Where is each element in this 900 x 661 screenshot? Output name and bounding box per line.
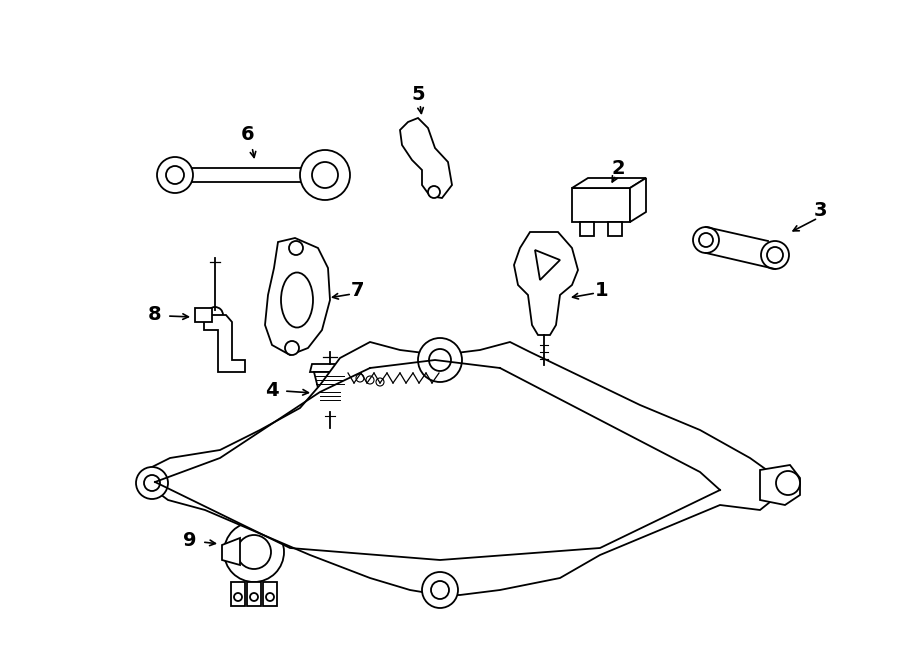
Circle shape [428, 186, 440, 198]
Polygon shape [760, 465, 800, 505]
Text: 5: 5 [411, 85, 425, 104]
Polygon shape [314, 372, 346, 388]
Circle shape [767, 247, 783, 263]
Circle shape [429, 349, 451, 371]
Circle shape [166, 166, 184, 184]
Circle shape [376, 378, 384, 386]
Polygon shape [265, 238, 330, 355]
Text: 8: 8 [148, 305, 162, 325]
Ellipse shape [281, 272, 313, 327]
Polygon shape [247, 582, 261, 606]
Circle shape [234, 593, 242, 601]
Text: 1: 1 [595, 280, 608, 299]
Circle shape [312, 162, 338, 188]
Polygon shape [580, 222, 594, 236]
Text: 2: 2 [611, 159, 625, 178]
Polygon shape [316, 404, 344, 412]
Polygon shape [318, 388, 342, 404]
Circle shape [237, 535, 271, 569]
Polygon shape [148, 342, 778, 595]
Polygon shape [400, 118, 452, 198]
Circle shape [285, 341, 299, 355]
Circle shape [250, 593, 258, 601]
Circle shape [144, 475, 160, 491]
Circle shape [693, 227, 719, 253]
Polygon shape [572, 178, 646, 188]
Circle shape [207, 307, 223, 323]
Circle shape [300, 150, 350, 200]
Circle shape [356, 374, 364, 382]
Polygon shape [231, 582, 245, 606]
Circle shape [418, 338, 462, 382]
Text: 4: 4 [266, 381, 279, 399]
Polygon shape [222, 538, 240, 565]
Polygon shape [204, 315, 245, 372]
Text: 9: 9 [184, 531, 197, 549]
Text: 6: 6 [241, 126, 255, 145]
Polygon shape [608, 222, 622, 236]
Circle shape [224, 522, 284, 582]
Text: 3: 3 [814, 200, 827, 219]
Polygon shape [514, 232, 578, 335]
Circle shape [266, 593, 274, 601]
Circle shape [776, 471, 800, 495]
Circle shape [157, 157, 193, 193]
Polygon shape [310, 364, 350, 372]
Circle shape [136, 467, 168, 499]
Polygon shape [263, 582, 277, 606]
Polygon shape [195, 308, 212, 322]
Polygon shape [572, 188, 630, 222]
Circle shape [699, 233, 713, 247]
Polygon shape [630, 178, 646, 222]
Circle shape [761, 241, 789, 269]
Polygon shape [180, 168, 320, 182]
Circle shape [431, 581, 449, 599]
Polygon shape [535, 250, 560, 280]
Circle shape [422, 572, 458, 608]
Text: 7: 7 [351, 280, 364, 299]
Circle shape [289, 241, 303, 255]
Circle shape [366, 376, 374, 384]
